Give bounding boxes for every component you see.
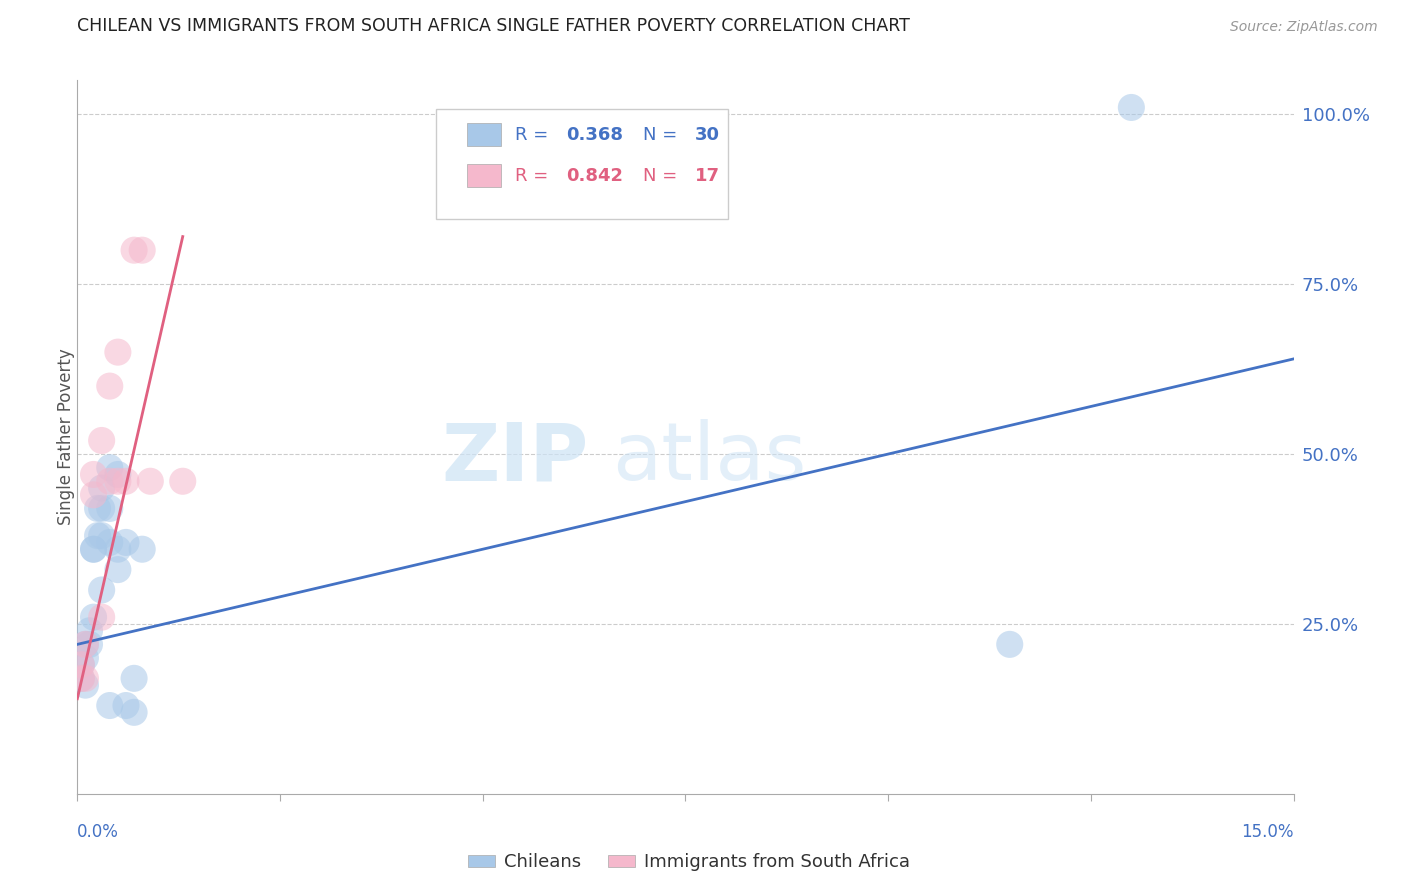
Text: 0.0%: 0.0% — [77, 822, 120, 840]
Point — [70, 657, 93, 672]
FancyBboxPatch shape — [467, 164, 501, 187]
Point — [90, 528, 112, 542]
Point — [115, 698, 138, 713]
Point — [115, 535, 138, 549]
Text: 15.0%: 15.0% — [1241, 822, 1294, 840]
Point — [98, 698, 121, 713]
Point — [131, 243, 153, 257]
FancyBboxPatch shape — [436, 109, 728, 219]
Point — [998, 637, 1021, 651]
Text: CHILEAN VS IMMIGRANTS FROM SOUTH AFRICA SINGLE FATHER POVERTY CORRELATION CHART: CHILEAN VS IMMIGRANTS FROM SOUTH AFRICA … — [77, 17, 910, 35]
Point — [172, 475, 194, 489]
Text: 30: 30 — [695, 126, 720, 144]
Point — [98, 535, 121, 549]
Point — [107, 467, 129, 482]
Point — [86, 501, 108, 516]
Text: N =: N = — [643, 167, 683, 185]
Point — [75, 651, 97, 665]
Point — [90, 501, 112, 516]
Point — [98, 460, 121, 475]
Point — [75, 637, 97, 651]
Point — [122, 706, 145, 720]
Text: 0.842: 0.842 — [567, 167, 623, 185]
Point — [122, 243, 145, 257]
Point — [107, 345, 129, 359]
Point — [98, 379, 121, 393]
Point — [83, 467, 105, 482]
Point — [83, 542, 105, 557]
Text: 17: 17 — [695, 167, 720, 185]
Point — [98, 501, 121, 516]
Point — [90, 610, 112, 624]
Point — [115, 475, 138, 489]
Point — [79, 637, 101, 651]
Text: 0.368: 0.368 — [567, 126, 623, 144]
Point — [83, 488, 105, 502]
Text: R =: R = — [515, 126, 554, 144]
Point — [90, 434, 112, 448]
Y-axis label: Single Father Poverty: Single Father Poverty — [58, 349, 75, 525]
Text: N =: N = — [643, 126, 683, 144]
FancyBboxPatch shape — [467, 123, 501, 146]
Point — [86, 528, 108, 542]
Point — [83, 610, 105, 624]
Point — [90, 582, 112, 597]
Point — [107, 475, 129, 489]
Point — [90, 481, 112, 495]
Point — [107, 563, 129, 577]
Point — [83, 542, 105, 557]
Point — [107, 542, 129, 557]
Text: atlas: atlas — [613, 419, 807, 498]
Point — [139, 475, 162, 489]
Legend: Chileans, Immigrants from South Africa: Chileans, Immigrants from South Africa — [461, 847, 917, 879]
Text: ZIP: ZIP — [441, 419, 588, 498]
Text: Source: ZipAtlas.com: Source: ZipAtlas.com — [1230, 21, 1378, 34]
Point — [131, 542, 153, 557]
Point — [75, 678, 97, 692]
Point — [70, 671, 93, 685]
Point — [70, 671, 93, 685]
Text: R =: R = — [515, 167, 554, 185]
Point — [79, 624, 101, 638]
Point — [75, 671, 97, 685]
Point — [122, 671, 145, 685]
Point — [75, 637, 97, 651]
Point — [70, 657, 93, 672]
Point — [98, 475, 121, 489]
Point — [1121, 100, 1143, 114]
